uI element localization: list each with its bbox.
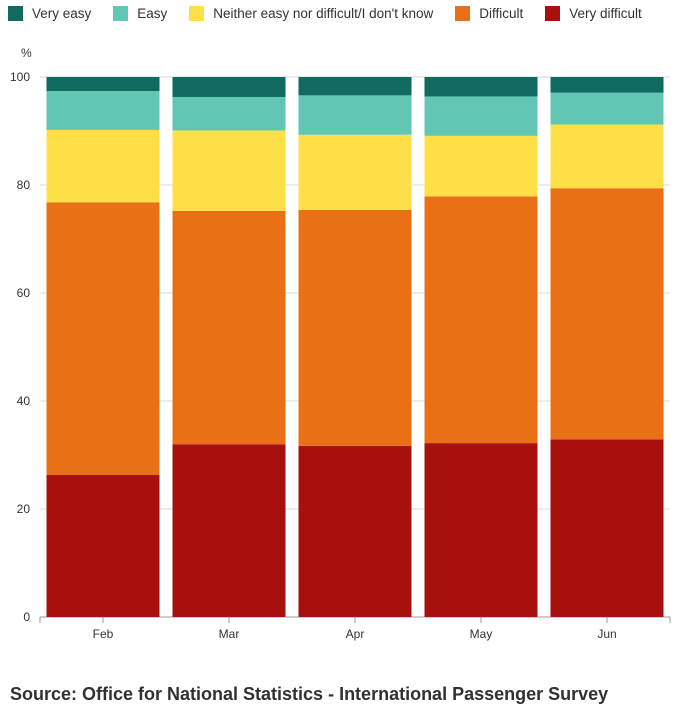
bar-apr-easy: [298, 95, 412, 135]
chart-legend: Very easy Easy Neither easy nor difficult/…: [8, 3, 664, 23]
y-tick-label: 20: [17, 502, 31, 516]
legend-swatch: [189, 5, 205, 21]
bar-feb-easy: [46, 91, 160, 130]
legend-label: Easy: [137, 5, 168, 21]
bar-mar-very-difficult: [172, 444, 286, 617]
bar-may-neither-easy-nor-difficult-i-don-t-know: [424, 135, 538, 197]
bar-jun-very-easy: [550, 77, 664, 93]
bar-may-easy: [424, 96, 538, 136]
legend-swatch: [8, 5, 23, 21]
x-tick-label-jun: Jun: [597, 627, 616, 641]
bar-jun-neither-easy-nor-difficult-i-don-t-know: [550, 124, 664, 189]
bar-mar-difficult: [172, 210, 286, 445]
x-tick-label-feb: Feb: [93, 627, 114, 641]
legend-item-neither-easy-nor-difficult-i-don-t-know: Neither easy nor difficult/I don't know: [189, 5, 434, 21]
legend-item-difficult: Difficult: [455, 5, 524, 21]
legend-label: Very difficult: [569, 5, 642, 21]
bar-may-very-easy: [424, 77, 538, 97]
bar-apr-very-easy: [298, 77, 412, 96]
bar-apr-neither-easy-nor-difficult-i-don-t-know: [298, 134, 412, 210]
legend-item-very-easy: Very easy: [8, 5, 92, 21]
source-note: Source: Office for National Statistics -…: [10, 684, 609, 704]
bar-apr-difficult: [298, 209, 412, 446]
bar-jun-easy: [550, 92, 664, 125]
legend-swatch: [113, 5, 129, 21]
x-tick-label-may: May: [470, 627, 493, 641]
legend-swatch: [545, 5, 561, 21]
x-tick-label-mar: Mar: [219, 627, 240, 641]
legend-label: Difficult: [479, 5, 524, 21]
bar-jun-very-difficult: [550, 439, 664, 617]
y-tick-label: 40: [17, 394, 31, 408]
bar-feb-very-easy: [46, 77, 160, 92]
bar-mar-neither-easy-nor-difficult-i-don-t-know: [172, 130, 286, 211]
y-tick-label: 100: [10, 70, 30, 84]
x-tick-label-apr: Apr: [346, 627, 365, 641]
legend-label: Very easy: [32, 5, 92, 21]
bar-may-difficult: [424, 196, 538, 444]
bar-feb-difficult: [46, 202, 160, 475]
bar-jun-difficult: [550, 188, 664, 440]
legend-item-easy: Easy: [113, 5, 168, 21]
legend-swatch: [455, 5, 471, 21]
y-tick-label: 0: [23, 610, 30, 624]
y-axis-label: %: [21, 46, 32, 60]
bar-feb-very-difficult: [46, 474, 160, 617]
legend-label: Neither easy nor difficult/I don't know: [213, 5, 434, 21]
y-tick-label: 80: [17, 178, 31, 192]
bar-feb-neither-easy-nor-difficult-i-don-t-know: [46, 129, 160, 203]
bar-may-very-difficult: [424, 443, 538, 617]
legend-item-very-difficult: Very difficult: [545, 5, 642, 21]
bar-apr-very-difficult: [298, 445, 412, 617]
bar-mar-very-easy: [172, 77, 286, 97]
y-tick-label: 60: [17, 286, 31, 300]
bar-mar-easy: [172, 96, 286, 131]
stacked-bar-chart: 0 20 40 60 80 100% Feb Mar Apr May Jun: [10, 46, 671, 641]
